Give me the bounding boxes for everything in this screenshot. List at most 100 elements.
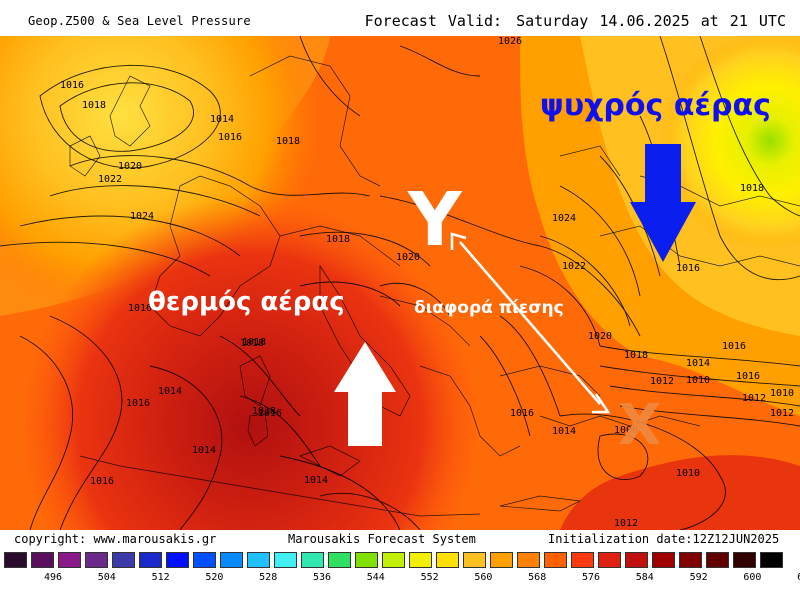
scale-swatch [598, 552, 621, 568]
isobar-label: 1016 [736, 371, 760, 382]
isobar-label: 1010 [676, 468, 700, 479]
forecast-system-label: Marousakis Forecast System [288, 532, 476, 546]
isobar-label: 1016 [60, 80, 84, 91]
scale-tick-label: 552 [420, 572, 439, 583]
scale-swatch [571, 552, 594, 568]
scale-tick-label: 584 [635, 572, 654, 583]
scale-swatch [490, 552, 513, 568]
scale-swatch [274, 552, 297, 568]
scale-swatch [463, 552, 486, 568]
forecast-valid-label: Forecast Valid: [364, 12, 503, 30]
isobar-label: 1018 [326, 234, 350, 245]
hot-zone [0, 156, 560, 530]
isobar-label: 1018 [740, 183, 764, 194]
isobar-label: 1018 [82, 100, 106, 111]
scale-tick-label: 536 [312, 572, 332, 583]
scale-swatch [328, 552, 351, 568]
coastlines [69, 55, 800, 517]
isobar-label: 1018 [240, 338, 264, 349]
isobar-label: 1020 [118, 161, 142, 172]
isobar-label: 1020 [396, 252, 420, 263]
scale-swatch [625, 552, 648, 568]
scale-swatch [652, 552, 675, 568]
isobar-label: 1016 [510, 408, 534, 419]
scale-tick-label: 576 [581, 572, 601, 583]
scale-tick-label: 560 [474, 572, 493, 583]
scale-swatch [193, 552, 216, 568]
isobar-label: 1012 [770, 408, 794, 419]
forecast-valid: Forecast Valid: Saturday 14.06.2025 at 21… [365, 12, 786, 30]
isobar-label: 1016 [676, 263, 700, 274]
scale-swatch [4, 552, 27, 568]
isobar-label: 1020 [588, 331, 612, 342]
isobar-label: 1014 [158, 386, 182, 397]
isobar-label: 1014 [210, 114, 234, 125]
scale-tick-label: 520 [205, 572, 224, 583]
scale-swatch [706, 552, 729, 568]
isobar-label: 1018 [252, 406, 276, 417]
map-canvas: 1016 1018 1014 1016 1020 1022 1024 1018 … [0, 36, 800, 530]
isobar-label: 1018 [242, 337, 266, 348]
arrow-warm-air [334, 342, 396, 446]
scale-swatch [112, 552, 135, 568]
scale-swatch [544, 552, 567, 568]
scale-tick-label: 592 [689, 572, 708, 583]
cold-air-label: ψυχρός αέρας [540, 88, 771, 123]
scale-tick-label: 504 [97, 572, 116, 583]
isobar-label: 1012 [650, 376, 674, 387]
isobar-label: 1016 [126, 398, 150, 409]
isobar-label: 1024 [130, 211, 154, 222]
scale-tick-label: 496 [43, 572, 63, 583]
product-title: Geop.Z500 & Sea Level Pressure [28, 14, 251, 28]
scale-tick-label: 528 [259, 572, 278, 583]
scale-swatch [58, 552, 81, 568]
isobar-label: 1014 [552, 426, 576, 437]
isobar-label: 1016 [218, 132, 242, 143]
arrow-cold-air [630, 144, 696, 262]
scale-swatch [31, 552, 54, 568]
scale-tick-label: 600 [743, 572, 762, 583]
isobar-label: 1024 [552, 213, 576, 224]
header-bar: Geop.Z500 & Sea Level Pressure Forecast … [0, 0, 800, 36]
isobar-label: 1016 [258, 408, 282, 419]
isobar-label: 1012 [614, 518, 638, 529]
isobar-label: 1008 [614, 425, 638, 436]
isobar-label: 1012 [742, 393, 766, 404]
isobar-labels: 1016 1018 1014 1016 1020 1022 1024 1018 … [60, 36, 794, 529]
arrow-pressure-difference [450, 232, 611, 414]
scale-swatch [355, 552, 378, 568]
copyright-link[interactable]: copyright: www.marousakis.gr [14, 532, 217, 546]
forecast-valid-time: Saturday 14.06.2025 at 21 UTC [516, 12, 786, 30]
isobar-label: 1016 [722, 341, 746, 352]
scale-swatch [301, 552, 324, 568]
scale-tick-label: 608 [797, 572, 800, 583]
pressure-difference-label: διαφορά πίεσης [414, 298, 564, 318]
scale-swatch [166, 552, 189, 568]
low-pressure-mark: X [618, 393, 662, 458]
scale-swatch [409, 552, 432, 568]
isobar-label: 1014 [192, 445, 216, 456]
scale-tick-label: 512 [151, 572, 170, 583]
scale-swatch [760, 552, 783, 568]
initialization-date: Initialization date:12Z12JUN2025 [548, 532, 780, 546]
isobar-label: 1018 [624, 350, 648, 361]
scale-swatch [382, 552, 405, 568]
scale-tick-label: 568 [528, 572, 547, 583]
isobar-label: 1014 [304, 475, 328, 486]
hot-zone-se [560, 455, 800, 530]
isobar-label: 1016 [90, 476, 114, 487]
forecast-map: 1016 1018 1014 1016 1020 1022 1024 1018 … [0, 36, 800, 530]
isobars [0, 36, 800, 530]
isobar-label: 1010 [686, 375, 710, 386]
scale-swatch [220, 552, 243, 568]
color-scale-legend: 496 504 512 520 528 536 544 552 560 568 576 584 592 6… [0, 550, 800, 600]
isobar-label: 1026 [498, 36, 522, 47]
scale-swatch [679, 552, 702, 568]
isobar-label: 1010 [770, 388, 794, 399]
scale-swatch [139, 552, 162, 568]
scale-swatch [247, 552, 270, 568]
scale-tick-label: 544 [366, 572, 385, 583]
isobar-label: 1022 [562, 261, 586, 272]
warm-air-label: θερμός αέρας [148, 287, 345, 317]
isobar-label: 1018 [276, 136, 300, 147]
